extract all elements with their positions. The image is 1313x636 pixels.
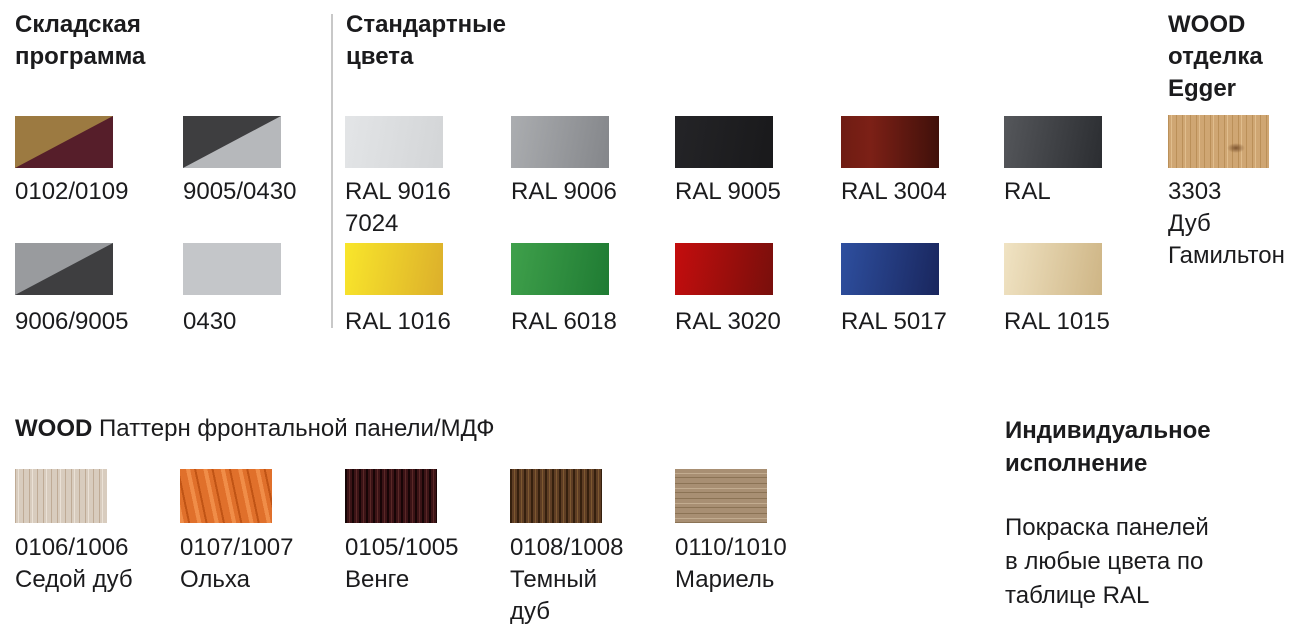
swatch-label-0107-1007: 0107/1007 Ольха	[180, 534, 294, 593]
swatch-label-9006-9005: 9006/9005	[15, 308, 129, 335]
swatch-0107-1007	[180, 469, 272, 523]
swatch-0105-1005	[345, 469, 437, 523]
wood-pattern-title-bold: WOOD	[15, 415, 93, 442]
swatch-0102-0109	[15, 116, 113, 168]
swatch-0106-1006	[15, 469, 107, 523]
swatch-label-ral-3020: RAL 3020	[675, 308, 781, 335]
swatch-ral-9006	[511, 116, 609, 168]
swatch-ral-6018	[511, 243, 609, 295]
swatch-label-9005-0430: 9005/0430	[183, 178, 297, 205]
swatch-0110-1010	[675, 469, 767, 523]
swatch-ral-3020	[675, 243, 773, 295]
swatch-label-ral-6018: RAL 6018	[511, 308, 617, 335]
swatch-label-ral-3004: RAL 3004	[841, 178, 947, 205]
swatch-label-ral: RAL	[1004, 178, 1051, 205]
swatch-ral-9005	[675, 116, 773, 168]
swatch-label-0102-0109: 0102/0109	[15, 178, 129, 205]
section-divider	[331, 14, 333, 328]
swatch-ral-5017	[841, 243, 939, 295]
swatch-label-ral-9005: RAL 9005	[675, 178, 781, 205]
swatch-label-0106-1006: 0106/1006 Седой дуб	[15, 534, 133, 593]
swatch-label-0110-1010: 0110/1010 Мариель	[675, 534, 787, 593]
swatch-ral-3004	[841, 116, 939, 168]
swatch-ral-7024	[1004, 116, 1102, 168]
standard-colors-title: Стандартные цвета	[346, 11, 506, 70]
swatch-label-ral-5017: RAL 5017	[841, 308, 947, 335]
swatch-label-0105-1005: 0105/1005 Венге	[345, 534, 459, 593]
swatch-0108-1008	[510, 469, 602, 523]
swatch-label-0430: 0430	[183, 308, 237, 335]
swatch-0430	[183, 243, 281, 295]
swatch-label-ral-1015: RAL 1015	[1004, 308, 1110, 335]
swatch-label-egger-3303: 3303 Дуб Гамильтон	[1168, 178, 1285, 269]
stock-program-title: Складская программа	[15, 11, 146, 70]
wood-pattern-title: WOOD Паттерн фронтальной панели/МДФ	[15, 413, 495, 445]
wood-egger-title: WOOD отделка Egger	[1168, 11, 1263, 102]
custom-finish-title: Индивидуальное исполнение	[1005, 417, 1211, 477]
swatch-ral-9016	[345, 116, 443, 168]
swatch-label-0108-1008: 0108/1008 Темный дуб	[510, 534, 624, 625]
custom-finish-description: Покраска панелей в любые цвета по таблиц…	[1005, 514, 1209, 609]
wood-pattern-title-rest: Паттерн фронтальной панели/МДФ	[92, 415, 495, 442]
swatch-9005-0430	[183, 116, 281, 168]
swatch-label-ral-9016-7024: RAL 9016 7024	[345, 178, 451, 237]
swatch-9006-9005	[15, 243, 113, 295]
swatch-ral-1016	[345, 243, 443, 295]
swatch-egger-3303	[1168, 115, 1269, 168]
swatch-label-ral-9006: RAL 9006	[511, 178, 617, 205]
swatch-ral-1015	[1004, 243, 1102, 295]
swatch-label-ral-1016: RAL 1016	[345, 308, 451, 335]
